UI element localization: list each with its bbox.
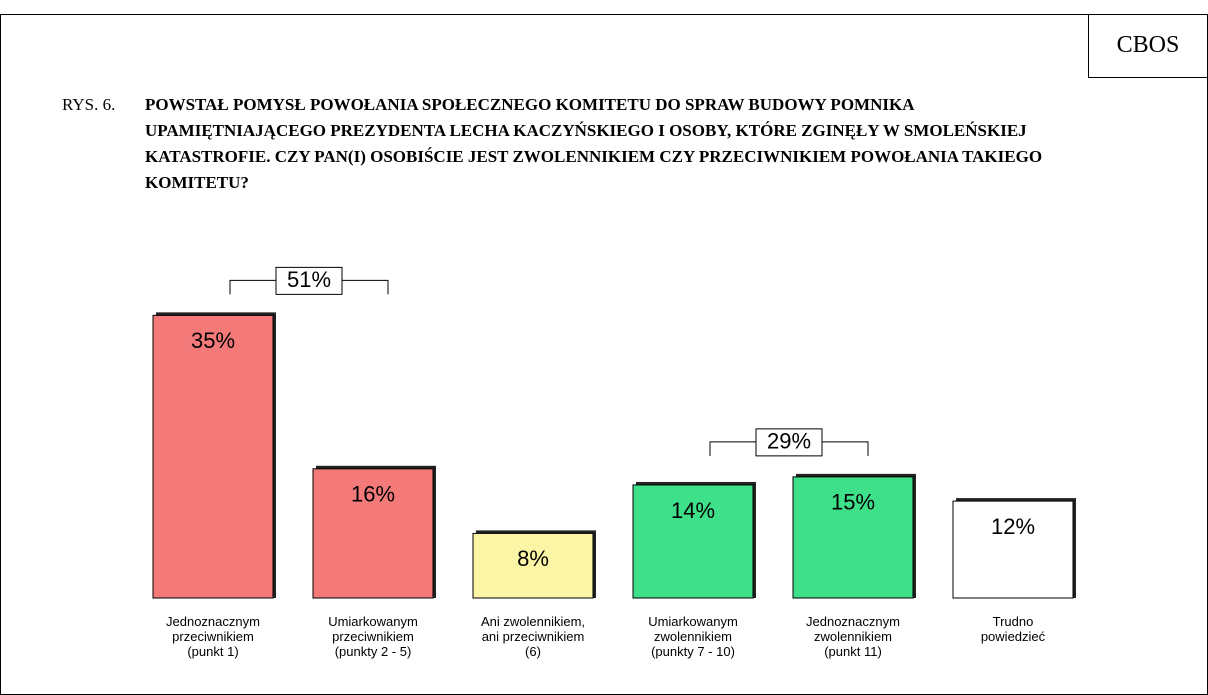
bar [472,532,594,599]
x-tick-label: Jednoznacznym przeciwnikiem (punkt 1) [166,614,260,659]
group-label-box [755,428,823,457]
x-tick-label: Jednoznacznym zwolennikiem (punkt 11) [806,614,900,659]
value-label: 15% [831,490,875,515]
chart-title: POWSTAŁ POMYSŁ POWOŁANIA SPOŁECZNEGO KOM… [145,95,1043,192]
value-label: 35% [191,328,235,353]
figure-label: RYS. 6. [62,95,116,114]
value-label: 14% [671,498,715,523]
bar [792,476,914,599]
group-label: 29% [767,429,811,454]
x-tick-label: Ani zwolennikiem, ani przeciwnikiem (6) [480,614,586,659]
x-tick-label: Trudno powiedzieć [980,614,1046,644]
value-label: 16% [351,482,395,507]
bar [952,500,1074,599]
x-tick-label: Umiarkowanym przeciwnikiem (punkty 2 - 5… [328,614,418,659]
bar [152,314,274,599]
bar [632,484,754,599]
group-label-box [275,266,343,295]
value-label: 8% [517,546,549,571]
value-label: 12% [991,514,1035,539]
group-label: 51% [287,267,331,292]
title-block: RYS. 6. POWSTAŁ POMYSŁ POWOŁANIA SPOŁECZ… [62,92,1082,196]
bar [312,468,434,599]
source: CBOS [1088,14,1207,78]
x-tick-label: Umiarkowanym zwolennikiem (punkty 7 - 10… [648,614,738,659]
